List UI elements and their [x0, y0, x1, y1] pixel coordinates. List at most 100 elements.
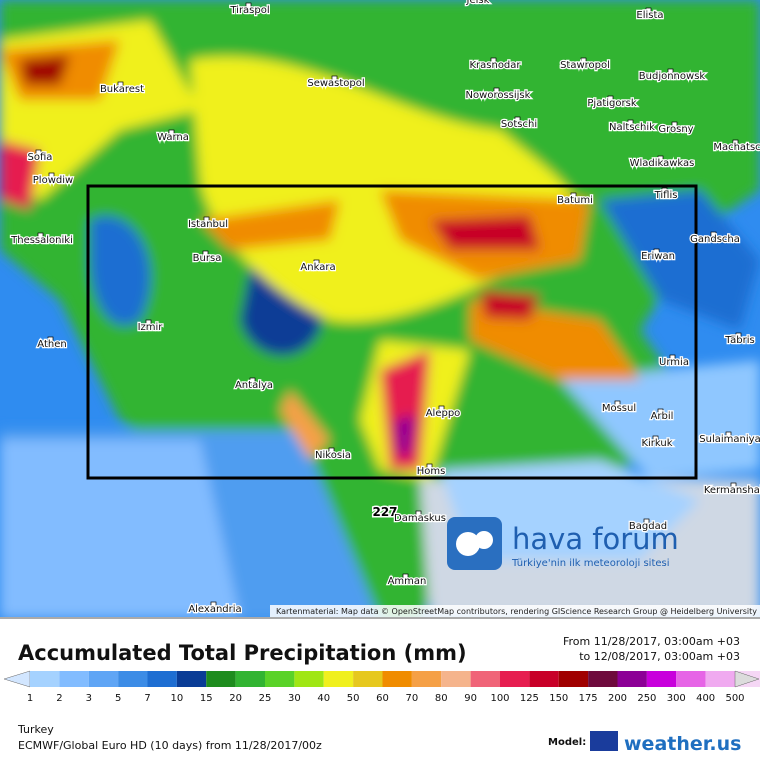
colorbar-segment [235, 671, 265, 687]
colorbar-label: 3 [86, 693, 92, 704]
city-label: Mossul [602, 403, 636, 414]
precip-field [0, 0, 760, 617]
city-marker [426, 463, 433, 470]
city-marker [652, 435, 659, 442]
colorbar-label: 2 [56, 693, 62, 704]
city-marker [210, 601, 217, 608]
city-marker [732, 139, 739, 146]
colorbar-label: 175 [579, 693, 598, 704]
city-label: Sotschi [501, 119, 537, 130]
city-label: Nikosia [315, 450, 351, 461]
colorbar-segment [265, 671, 295, 687]
colorbar-segment [294, 671, 324, 687]
city-marker [730, 482, 737, 489]
colorbar-label: 10 [171, 693, 184, 704]
colorbar-segment [176, 671, 207, 687]
city-marker [645, 7, 652, 14]
title: Accumulated Total Precipitation (mm) [18, 641, 467, 665]
city-marker [203, 216, 210, 223]
colorbar-segment [382, 671, 412, 687]
city-marker [438, 405, 445, 412]
colorbar-label: 400 [696, 693, 715, 704]
colorbar-segment [588, 671, 618, 687]
colorbar-segment [558, 671, 589, 687]
city-marker [402, 573, 409, 580]
city-marker [667, 68, 674, 75]
city-label: Eriwan [641, 251, 675, 262]
city-marker [48, 172, 55, 179]
colorbar-segment [529, 671, 559, 687]
city-label: Tiraspol [229, 5, 269, 16]
city-marker [415, 510, 422, 517]
city-label: Urmia [659, 357, 689, 368]
colorbar-label: 300 [667, 693, 686, 704]
city-label: Wladikawkas [630, 158, 695, 169]
colorbar-label: 80 [435, 693, 448, 704]
city-label: Amman [388, 576, 427, 587]
colorbar-segment [676, 671, 706, 687]
city-marker [653, 248, 660, 255]
colorbar-label: 60 [376, 693, 389, 704]
city-label: Pjatigorsk [587, 98, 636, 109]
colorbar-segment [441, 671, 471, 687]
city-label: Alexandria [188, 604, 241, 615]
city-marker [710, 231, 717, 238]
map: hava forum Türkiye'nin ilk meteoroloji s… [0, 0, 760, 617]
colorbar-label: 90 [464, 693, 477, 704]
city-marker [331, 75, 338, 82]
city-label: Bukarest [100, 84, 144, 95]
city-label: Krasnodar [469, 60, 521, 71]
colorbar-label: 150 [549, 693, 568, 704]
city-label: Machatsc [713, 142, 760, 153]
colorbar-segment [617, 671, 647, 687]
logo-box [447, 517, 502, 570]
colorbar-segment [323, 671, 354, 687]
city-label: Täbris [724, 335, 755, 346]
city-marker [168, 129, 175, 136]
colorbar-label: 1 [27, 693, 33, 704]
city-marker [249, 377, 256, 384]
city-marker [117, 81, 124, 88]
colorbar-label: 25 [259, 693, 272, 704]
city-label: Izmir [138, 322, 164, 333]
colorbar-label: 40 [317, 693, 330, 704]
city-label: Sofia [28, 152, 53, 163]
city-marker [493, 87, 500, 94]
city-label: Noworossijsk [466, 90, 531, 101]
colorbar-segment [30, 671, 60, 687]
colorbar-segment [646, 671, 677, 687]
colorbar-label: 50 [347, 693, 360, 704]
logo-name: hava forum [512, 522, 679, 556]
colorbar-label: 100 [490, 693, 509, 704]
attribution: Kartenmaterial: Map data © OpenStreetMap… [276, 607, 757, 616]
eu-flag [590, 731, 618, 751]
city-label: Arbil [651, 411, 674, 422]
city-label: Bursa [193, 253, 222, 264]
city-label: Athen [37, 339, 66, 350]
city-marker [145, 319, 152, 326]
colorbar-arrow [3, 670, 31, 688]
colorbar-segment [470, 671, 500, 687]
city-label: Gandscha [690, 234, 740, 245]
colorbar-segment [88, 671, 119, 687]
city-label: Thessaloniki [10, 235, 73, 246]
colorbar-segment [59, 671, 89, 687]
city-marker [313, 259, 320, 266]
city-marker [671, 121, 678, 128]
city-marker [607, 95, 614, 102]
colorbar-segment [147, 671, 177, 687]
city-label: Kermanshah [704, 485, 760, 496]
date-from: From 11/28/2017, 03:00am +03 [563, 635, 740, 648]
colorbar-label: 500 [725, 693, 744, 704]
max-label: 227 [372, 505, 397, 519]
city-marker [657, 155, 664, 162]
city-label: Ankara [300, 262, 335, 273]
date-to: to 12/08/2017, 03:00am +03 [579, 650, 740, 663]
city-label: Budjonnowsk [639, 71, 706, 82]
city-marker [35, 149, 42, 156]
brand: weather.us [624, 733, 741, 755]
city-label: Bagdad [629, 521, 667, 532]
city-label: Sewastopol [307, 78, 364, 89]
city-label: Stawropol [560, 60, 610, 71]
city-marker [657, 408, 664, 415]
